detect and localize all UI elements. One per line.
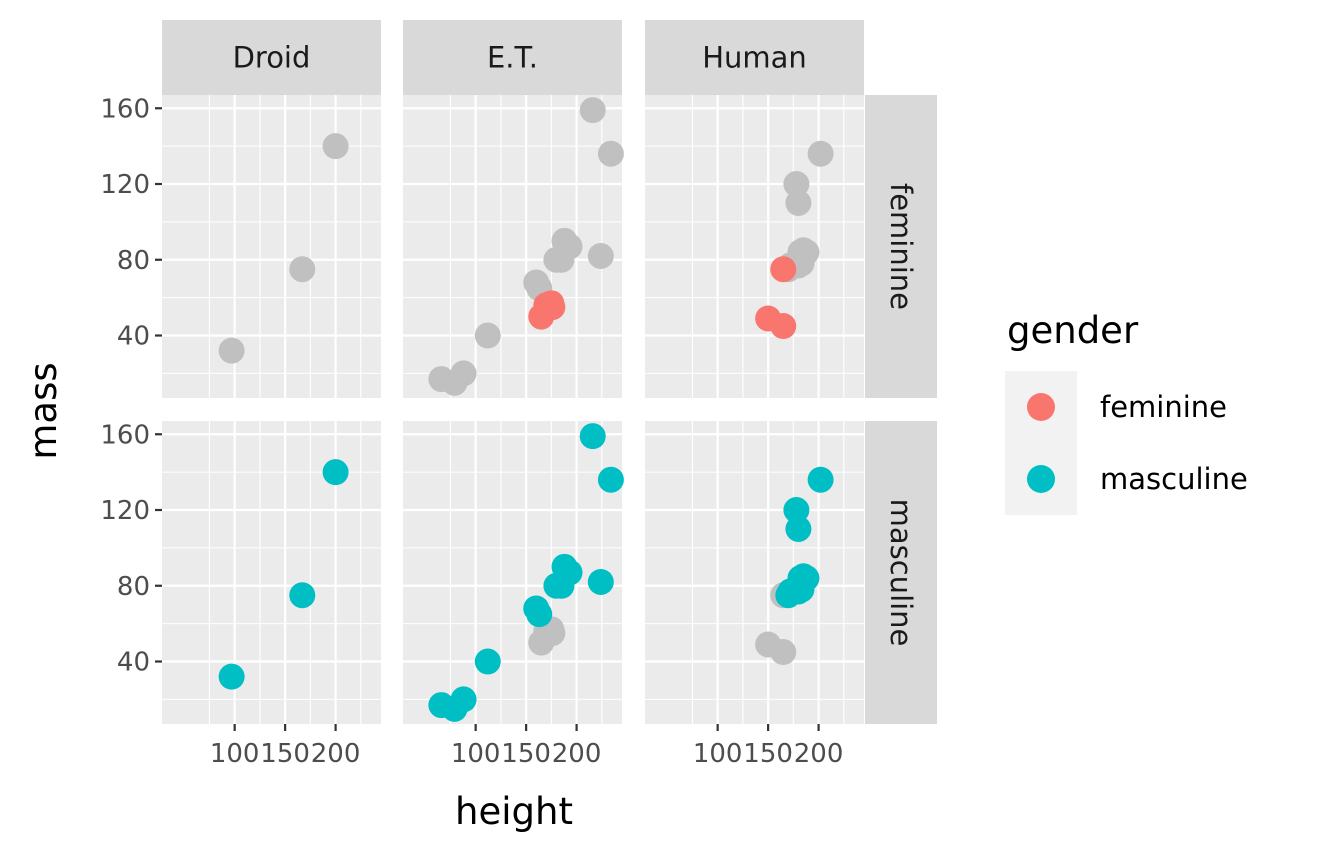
y-tick-label: 120 <box>100 496 150 526</box>
legend-entries: feminine masculine <box>1027 390 1248 496</box>
y-axis-title: mass <box>22 362 65 459</box>
column-strip <box>645 20 864 95</box>
legend-title: gender <box>1007 309 1139 352</box>
row-strip-label: feminine <box>884 183 918 310</box>
background-point <box>556 233 583 260</box>
legend-label: masculine <box>1100 462 1248 496</box>
column-strip-label: Droid <box>233 41 311 75</box>
column-strip-label: E.T. <box>487 41 538 75</box>
y-tick-label: 40 <box>117 648 150 678</box>
data-point-masculine <box>322 459 349 486</box>
data-point-masculine <box>289 582 316 609</box>
panel-background <box>162 95 381 398</box>
y-tick-label: 160 <box>100 420 150 450</box>
data-point-masculine <box>807 466 834 493</box>
legend-key-feminine <box>1027 393 1055 421</box>
background-point <box>807 140 834 167</box>
x-tick-label: 150 <box>743 739 793 769</box>
data-point-masculine <box>218 663 245 690</box>
data-point-masculine <box>556 559 583 586</box>
panel-background <box>403 421 622 724</box>
y-tick-label: 160 <box>100 94 150 124</box>
panel-background <box>403 95 622 398</box>
panels-layer <box>162 95 864 724</box>
y-tick-label: 40 <box>117 322 150 352</box>
background-point <box>587 242 614 269</box>
data-point-feminine <box>770 256 797 283</box>
data-point-masculine <box>474 648 501 675</box>
column-strip <box>403 20 622 95</box>
background-point <box>793 239 820 266</box>
panel-background <box>645 421 864 724</box>
background-point <box>785 189 812 216</box>
background-point <box>450 360 477 387</box>
data-point-masculine <box>579 423 606 450</box>
x-tick-label: 100 <box>451 739 501 769</box>
x-tick-label: 100 <box>210 739 260 769</box>
y-tick-label: 120 <box>100 170 150 200</box>
data-point-feminine <box>770 313 797 340</box>
column-strip-label: Human <box>702 41 807 75</box>
x-tick-label: 200 <box>552 739 602 769</box>
data-point-masculine <box>783 497 810 524</box>
strips-layer: Droid E.T. Human feminine masculine <box>162 20 937 724</box>
data-point-masculine <box>450 686 477 713</box>
data-point-feminine <box>539 294 566 321</box>
panel-human-masculine <box>645 421 864 724</box>
legend-key-bg <box>1005 371 1077 515</box>
x-tick-label: 150 <box>501 739 551 769</box>
x-axis-title: height <box>455 790 573 833</box>
row-strip-label: masculine <box>884 499 918 647</box>
legend: gender feminine masculine <box>1005 309 1248 515</box>
panel-background <box>645 95 864 398</box>
legend-label: feminine <box>1100 390 1227 424</box>
data-point-masculine <box>526 601 553 628</box>
background-point <box>289 256 316 283</box>
panel-background <box>162 421 381 724</box>
background-point <box>322 133 349 160</box>
data-point-masculine <box>597 466 624 493</box>
panel-droid-feminine <box>162 95 381 398</box>
legend-key-masculine <box>1027 465 1055 493</box>
row-strip <box>865 95 937 398</box>
y-tick-label: 80 <box>117 246 150 276</box>
row-strip <box>865 421 937 724</box>
points-layer <box>218 97 834 722</box>
background-point <box>597 140 624 167</box>
panel-droid-masculine <box>162 421 381 724</box>
column-strip <box>162 20 381 95</box>
background-point <box>539 620 566 647</box>
background-point <box>783 171 810 198</box>
background-point <box>218 337 245 364</box>
background-point <box>770 639 797 666</box>
background-point <box>474 322 501 349</box>
panel-human-feminine <box>645 95 864 398</box>
y-tick-label: 80 <box>117 572 150 602</box>
x-tick-label: 200 <box>794 739 844 769</box>
data-point-masculine <box>785 515 812 542</box>
data-point-masculine <box>793 565 820 592</box>
panel-et-masculine <box>403 421 622 724</box>
background-point <box>579 97 606 124</box>
x-tick-label: 100 <box>693 739 743 769</box>
x-tick-label: 150 <box>260 739 310 769</box>
x-tick-label: 200 <box>311 739 361 769</box>
panel-et-feminine <box>403 95 622 398</box>
data-point-masculine <box>587 568 614 595</box>
